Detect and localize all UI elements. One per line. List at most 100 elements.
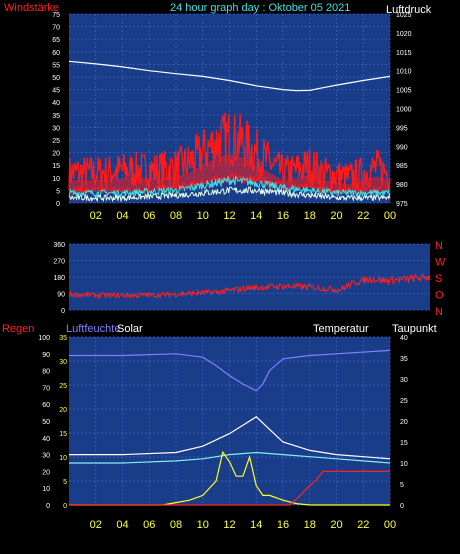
luftfeuchte-axis-title: Luftfeuchte xyxy=(66,323,120,335)
wind-tick-label: 45 xyxy=(52,88,60,95)
wind-tick-label: 10 xyxy=(52,176,60,183)
series-regen xyxy=(69,470,390,506)
series-luftdruck xyxy=(68,60,391,92)
x-tick-label: 06 xyxy=(143,519,155,531)
regen-tick-label: 10 xyxy=(42,486,50,493)
temperatur-tick-label: 25 xyxy=(400,398,408,405)
pressure-tick-label: 1015 xyxy=(396,50,412,57)
x-tick-label: 04 xyxy=(116,519,128,531)
luftfeuchte-tick-label: 35 xyxy=(59,335,67,342)
wind-tick-label: 55 xyxy=(52,62,60,69)
x-tick-label: 08 xyxy=(170,210,182,222)
temperatur-tick-label: 15 xyxy=(400,440,408,447)
direction-tick-label: 180 xyxy=(53,275,65,282)
regen-tick-label: 30 xyxy=(42,453,50,460)
taupunkt-title: Taupunkt xyxy=(392,323,437,335)
humidity-x-axis-ticks: 02 04 06 08 10 12 14 16 18 20 22 00 xyxy=(90,519,397,531)
x-tick-label: 22 xyxy=(357,519,369,531)
luftfeuchte-tick-label: 25 xyxy=(59,383,67,390)
series-luftfeuchte xyxy=(69,349,391,392)
compass-label: N xyxy=(435,306,443,318)
wind-tick-label: 15 xyxy=(52,163,60,170)
x-tick-label: 18 xyxy=(304,519,316,531)
regen-tick-label: 100 xyxy=(38,335,50,342)
wind-tick-label: 5 xyxy=(56,188,60,195)
pressure-tick-label: 1010 xyxy=(396,69,412,76)
solar-title: Solar xyxy=(117,323,143,335)
wind-tick-label: 20 xyxy=(52,151,60,158)
temperatur-tick-label: 10 xyxy=(400,461,408,468)
temperatur-tick-label: 35 xyxy=(400,356,408,363)
x-tick-label: 14 xyxy=(250,519,262,531)
pressure-tick-label: 1020 xyxy=(396,31,412,38)
x-tick-label: 20 xyxy=(330,210,342,222)
direction-tick-label: 360 xyxy=(53,242,65,249)
pressure-y-axis-ticks: 975 980 985 990 995 1000 1005 1010 1015 1020 1025 xyxy=(396,12,412,208)
x-tick-label: 14 xyxy=(250,210,262,222)
x-tick-label: 20 xyxy=(330,519,342,531)
direction-tick-label: 90 xyxy=(57,292,65,299)
wind-series xyxy=(68,60,391,203)
regen-tick-label: 90 xyxy=(42,352,50,359)
temperatur-tick-label: 5 xyxy=(400,482,404,489)
regen-tick-label: 80 xyxy=(42,369,50,376)
pressure-tick-label: 1025 xyxy=(396,12,412,19)
regen-tick-label: 50 xyxy=(42,419,50,426)
pressure-tick-label: 990 xyxy=(396,144,408,151)
series-wind-avg xyxy=(68,175,391,198)
luftfeuchte-y-axis-ticks: 0 5 10 15 20 25 30 35 xyxy=(59,335,67,510)
compass-label: O xyxy=(435,290,444,302)
regen-tick-label: 0 xyxy=(46,503,50,510)
humidity-temp-panel: 0 10 20 30 40 50 60 70 80 90 100 0 5 10 15 20 25 30 35 0 5… xyxy=(38,335,408,531)
wind-tick-label: 70 xyxy=(52,25,60,32)
wind-tick-label: 50 xyxy=(52,75,60,82)
luftfeuchte-tick-label: 20 xyxy=(59,407,67,414)
x-tick-label: 02 xyxy=(90,210,102,222)
series-taupunkt xyxy=(69,451,391,464)
wind-tick-label: 35 xyxy=(52,113,60,120)
x-tick-label: 12 xyxy=(223,519,235,531)
pressure-tick-label: 985 xyxy=(396,163,408,170)
compass-label: W xyxy=(435,257,446,269)
regen-tick-label: 70 xyxy=(42,385,50,392)
luftdruck-axis-title: Luftdruck xyxy=(386,4,432,16)
regen-y-axis-ticks: 0 10 20 30 40 50 60 70 80 90 100 xyxy=(38,335,50,510)
wind-tick-label: 65 xyxy=(52,37,60,44)
x-tick-label: 10 xyxy=(197,210,209,222)
direction-grid xyxy=(69,243,430,311)
luftfeuchte-tick-label: 0 xyxy=(63,503,67,510)
temperatur-tick-label: 0 xyxy=(400,503,404,510)
wind-x-axis-ticks: 02 04 06 08 10 12 14 16 18 20 22 00 xyxy=(90,210,397,222)
luftfeuchte-tick-label: 15 xyxy=(59,431,67,438)
direction-y-axis-ticks: 0 90 180 270 360 xyxy=(53,242,65,315)
wind-tick-label: 25 xyxy=(52,138,60,145)
series-temperatur xyxy=(69,416,391,460)
luftfeuchte-tick-label: 10 xyxy=(59,455,67,462)
series-solar xyxy=(69,450,390,506)
x-tick-label: 10 xyxy=(197,519,209,531)
wind-tick-label: 40 xyxy=(52,100,60,107)
luftfeuchte-tick-label: 30 xyxy=(59,359,67,366)
temperatur-tick-label: 30 xyxy=(400,377,408,384)
graph-title: 24 hour graph day : Oktober 05 2021 xyxy=(170,2,350,14)
humidity-series xyxy=(69,349,391,506)
pressure-tick-label: 975 xyxy=(396,201,408,208)
direction-tick-label: 0 xyxy=(61,308,65,315)
direction-tick-label: 270 xyxy=(53,259,65,266)
x-tick-label: 16 xyxy=(277,210,289,222)
regen-tick-label: 60 xyxy=(42,402,50,409)
compass-label: S xyxy=(435,273,442,285)
pressure-tick-label: 1000 xyxy=(396,107,412,114)
x-tick-label: 22 xyxy=(357,210,369,222)
x-tick-label: 12 xyxy=(223,210,235,222)
x-tick-label: 00 xyxy=(384,210,396,222)
direction-series xyxy=(68,273,431,300)
x-tick-label: 02 xyxy=(90,519,102,531)
x-tick-label: 18 xyxy=(304,210,316,222)
temperatur-tick-label: 20 xyxy=(400,419,408,426)
wind-tick-label: 75 xyxy=(52,12,60,19)
pressure-tick-label: 980 xyxy=(396,182,408,189)
